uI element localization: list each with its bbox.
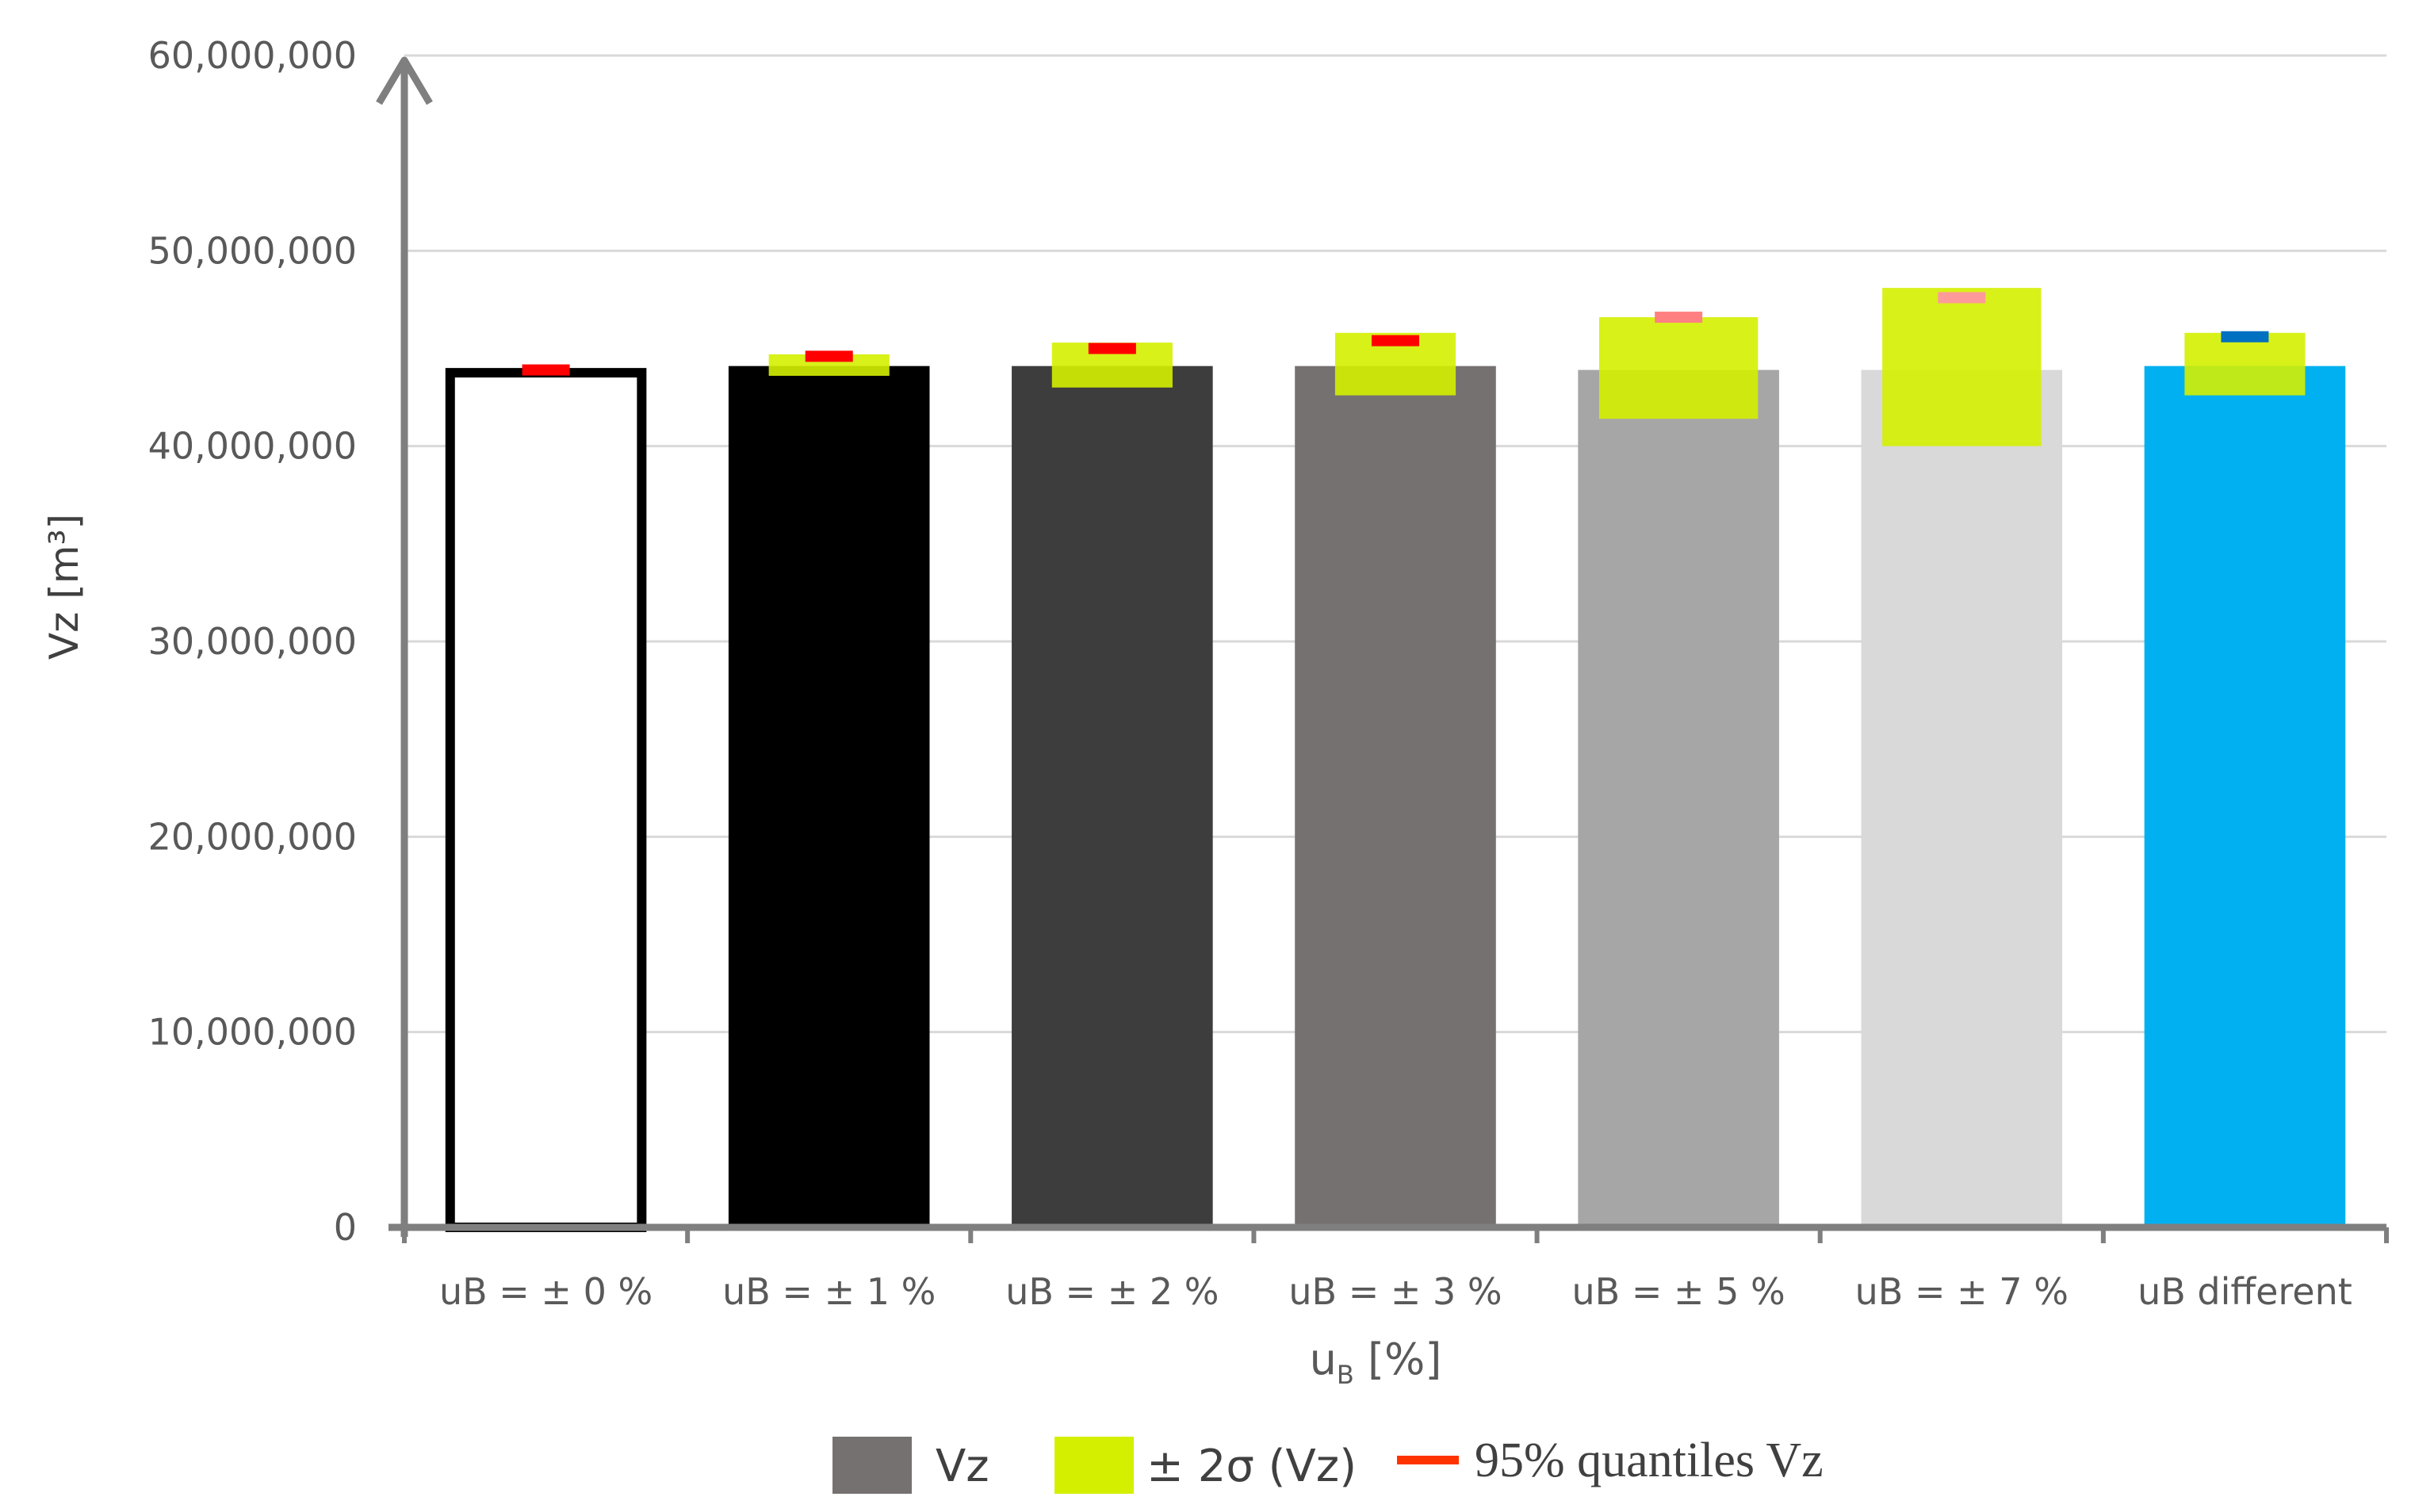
x-tick-label: uB = ± 2 %: [1005, 1270, 1219, 1313]
quantile-marker: [522, 364, 570, 376]
y-tick-label: 0: [334, 1206, 357, 1249]
bars-group: [445, 366, 2346, 1233]
quantile-marker: [805, 350, 853, 362]
y-tick-label: 10,000,000: [148, 1011, 357, 1054]
vz-bar: [445, 368, 647, 1233]
y-tick-label: 60,000,000: [148, 34, 357, 77]
y-tick-label: 40,000,000: [148, 425, 357, 468]
x-tick-labels: uB = ± 0 % uB = ± 1 % uB = ± 2 % uB = ± 3 %…: [439, 1270, 2352, 1313]
x-axis-label-main: u: [1310, 1334, 1337, 1384]
vz-bar: [728, 366, 930, 1227]
quantile-marker: [1655, 312, 1703, 323]
vz-bar: [1578, 369, 1779, 1227]
quantile-marker: [2221, 331, 2269, 343]
legend-swatch-vz: [832, 1437, 912, 1494]
quantile-markers-group: [522, 292, 2269, 376]
y-tick-labels: 0 10,000,000 20,000,000 30,000,000 40,000,00…: [148, 34, 357, 1249]
x-axis-label-sub: B: [1337, 1360, 1354, 1390]
x-tick-label: uB different: [2138, 1270, 2352, 1313]
y-axis-label: Vz [m³]: [41, 514, 87, 660]
sigma-bands-group: [768, 288, 2306, 446]
x-tick-label: uB = ± 7 %: [1855, 1270, 2069, 1313]
legend-label-vz: Vz: [936, 1441, 989, 1492]
x-axis-label-suffix: [%]: [1354, 1334, 1442, 1384]
x-tick-label: uB = ± 5 %: [1572, 1270, 1785, 1313]
sigma-band: [2184, 332, 2306, 396]
y-axis-arrow: [376, 56, 433, 105]
legend: Vz ± 2σ (Vz) 95% quantiles Vz: [832, 1434, 1824, 1494]
legend-label-quantile: 95% quantiles Vz: [1475, 1434, 1824, 1487]
quantile-marker: [1938, 292, 1986, 304]
legend-label-sigma: ± 2σ (Vz): [1146, 1441, 1357, 1492]
quantile-marker: [1088, 343, 1136, 354]
y-tick-label: 20,000,000: [148, 815, 357, 858]
vz-bar: [1012, 366, 1213, 1227]
x-tick-label: uB = ± 3 %: [1288, 1270, 1502, 1313]
x-tick-label: uB = ± 1 %: [722, 1270, 936, 1313]
sigma-band: [1882, 288, 2042, 446]
vz-bar: [2144, 366, 2346, 1227]
legend-swatch-sigma: [1054, 1437, 1134, 1494]
vz-bar: [1295, 366, 1496, 1227]
quantile-marker: [1372, 335, 1419, 346]
axes-group: [376, 56, 2389, 1243]
sigma-band: [1598, 317, 1759, 419]
y-tick-label: 50,000,000: [148, 229, 357, 272]
vz-bar: [1861, 369, 2063, 1227]
legend-swatch-quantile: [1397, 1456, 1459, 1464]
x-tick-label: uB = ± 0 %: [439, 1270, 653, 1313]
x-axis-label: uB [%]: [1310, 1334, 1442, 1390]
y-tick-label: 30,000,000: [148, 620, 357, 663]
